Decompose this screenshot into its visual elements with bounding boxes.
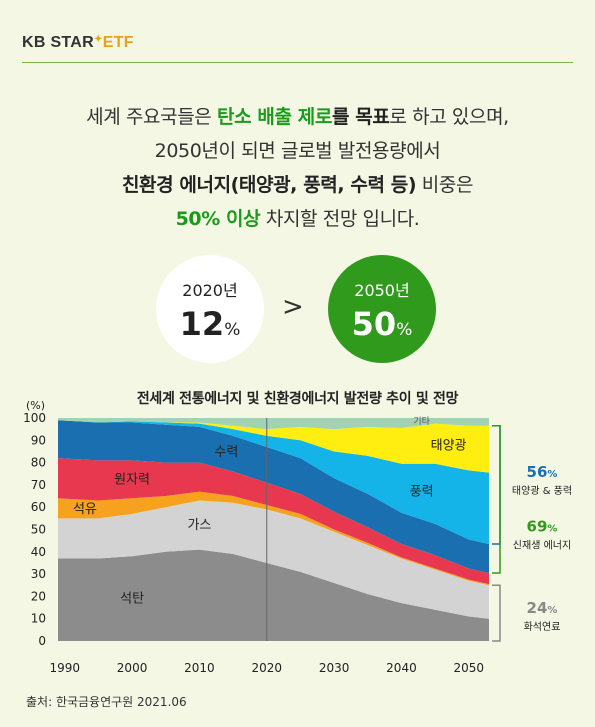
- series-label-4: 수력: [214, 445, 238, 460]
- intro-line-2: 2050년이 되면 글로벌 발전용량에서: [154, 140, 441, 162]
- brand-logo: KB STAR✦ETF: [22, 34, 134, 51]
- y-tick-90: 90: [31, 433, 46, 447]
- intro-line-4: 50% 이상 차지할 전망 입니다.: [175, 208, 420, 230]
- chart-title: 전세계 전통에너지 및 친환경에너지 발전량 추이 및 전망: [136, 391, 459, 407]
- series-label-5: 풍력: [410, 485, 434, 500]
- y-tick-30: 30: [31, 567, 46, 581]
- series-label-1: 가스: [187, 518, 211, 533]
- x-tick-2030: 2030: [319, 661, 350, 675]
- bracket-fossil: [492, 584, 501, 642]
- share-2050-value: 50%: [351, 305, 413, 343]
- series-label-0: 석탄: [120, 592, 144, 607]
- area-5: [58, 420, 489, 544]
- series-label-3: 원자력: [114, 472, 150, 487]
- area-0: [58, 549, 489, 641]
- annotation-label-0: 태양광 & 풍력: [512, 485, 572, 497]
- y-tick-10: 10: [31, 612, 46, 626]
- y-tick-70: 70: [31, 478, 46, 492]
- intro-text: 세계 주요국들은 탄소 배출 제로를 목표로 하고 있으며, 2050년이 되면…: [0, 100, 595, 236]
- x-tick-2040: 2040: [386, 661, 417, 675]
- area-1: [58, 500, 489, 619]
- y-tick-60: 60: [31, 500, 46, 514]
- annotation-value-0: 56%: [527, 463, 558, 481]
- series-label-6: 태양광: [431, 438, 467, 453]
- y-tick-80: 80: [31, 456, 46, 470]
- area-3: [58, 458, 489, 585]
- share-2050-year: 2050년: [354, 281, 410, 300]
- intro-line-3: 친환경 에너지(태양광, 풍력, 수력 등) 비중은: [121, 174, 474, 196]
- y-tick-40: 40: [31, 545, 46, 559]
- bracket-solar-wind: [492, 425, 501, 545]
- share-2020-circle: 2020년 12%: [156, 255, 264, 363]
- header-divider: [22, 62, 573, 63]
- share-2020-year: 2020년: [182, 281, 238, 300]
- source-note: 출처: 한국금융연구원 2021.06: [26, 695, 187, 709]
- x-tick-1990: 1990: [49, 661, 80, 675]
- annotation-label-2: 화석연료: [524, 621, 561, 633]
- x-tick-2000: 2000: [117, 661, 148, 675]
- intro-line-1: 세계 주요국들은 탄소 배출 제로를 목표로 하고 있으며,: [86, 106, 509, 128]
- series-label-7: 기타: [413, 416, 430, 427]
- area-6: [58, 420, 489, 473]
- share-2050-circle: 2050년 50%: [328, 255, 436, 363]
- x-tick-2050: 2050: [454, 661, 485, 675]
- annotation-value-1: 69%: [527, 517, 558, 535]
- share-2020-value: 12%: [179, 305, 241, 343]
- bracket-renewables: [492, 425, 501, 574]
- x-tick-2010: 2010: [184, 661, 215, 675]
- area-2: [58, 491, 489, 586]
- y-tick-20: 20: [31, 589, 46, 603]
- x-tick-2020: 2020: [251, 661, 282, 675]
- series-label-2: 석유: [73, 502, 97, 517]
- greater-than-symbol: >: [282, 292, 304, 322]
- y-tick-100: 100: [23, 411, 46, 425]
- y-tick-0: 0: [38, 634, 46, 648]
- area-4: [58, 420, 489, 573]
- area-7: [58, 418, 489, 430]
- y-tick-50: 50: [31, 523, 46, 537]
- y-axis-unit: (%): [26, 399, 45, 412]
- annotation-label-1: 신재생 에너지: [513, 539, 571, 551]
- annotation-value-2: 24%: [527, 599, 558, 617]
